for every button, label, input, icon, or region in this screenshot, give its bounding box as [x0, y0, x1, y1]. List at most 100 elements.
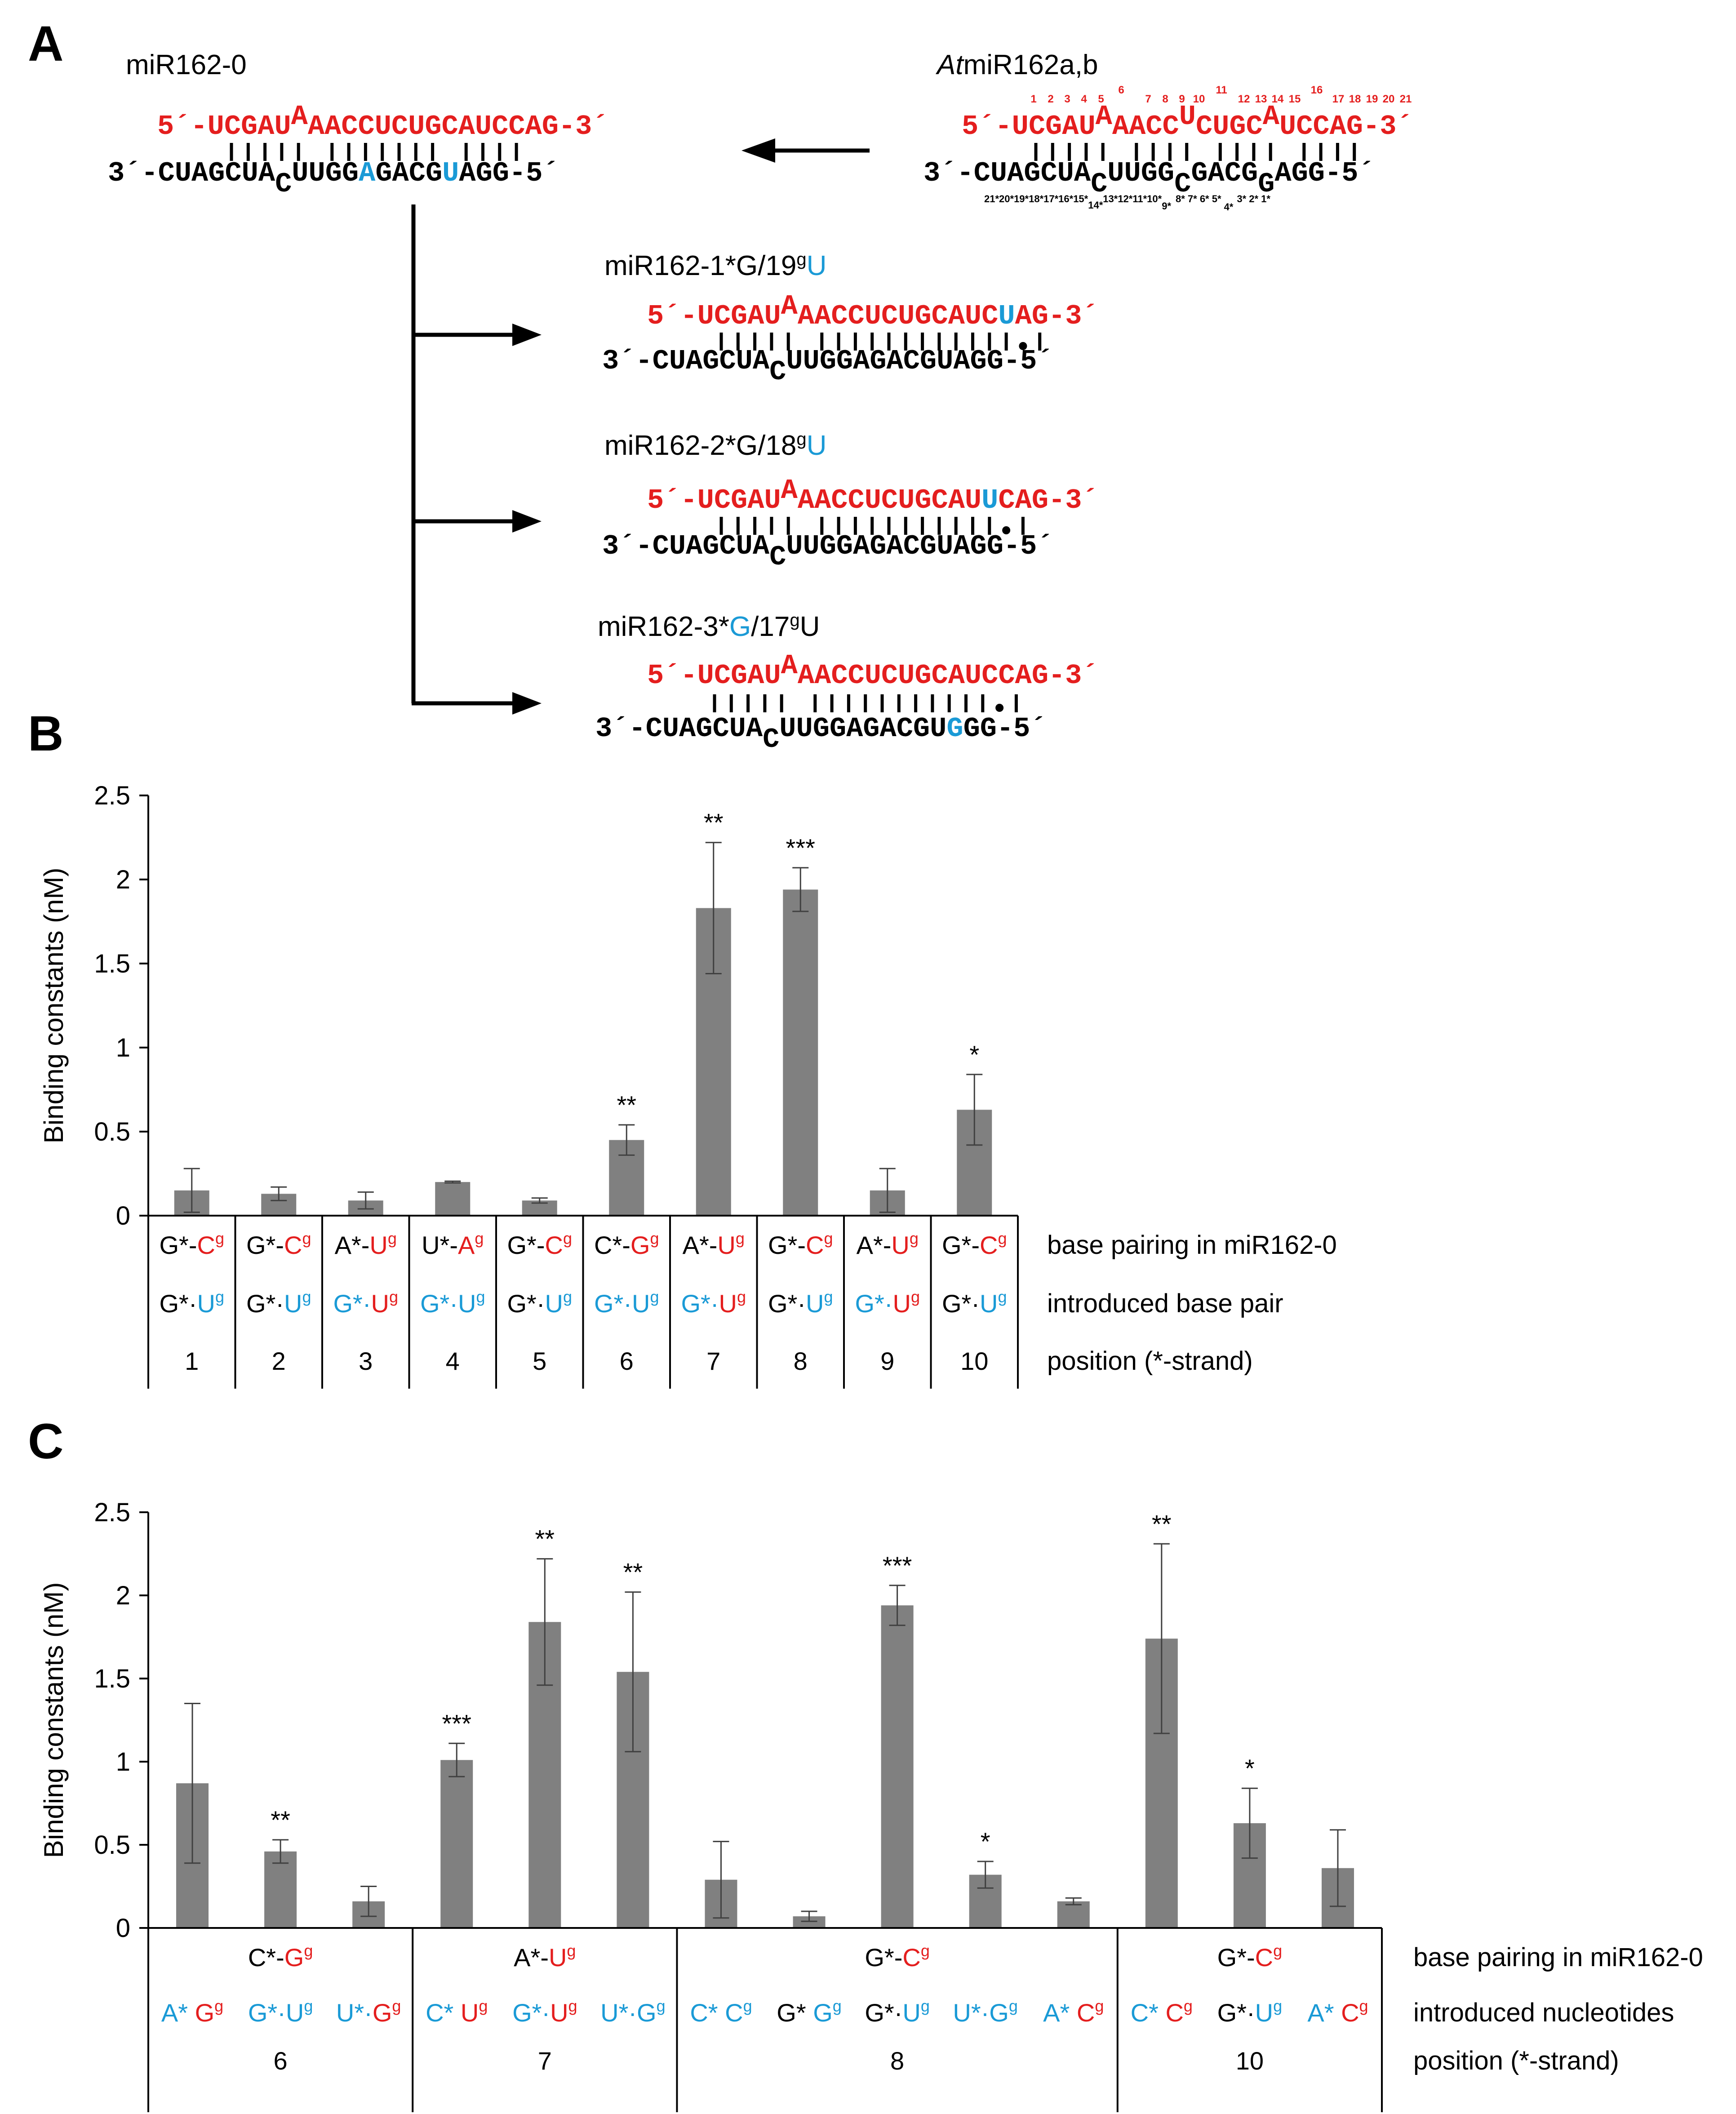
position-number: 7 — [1145, 93, 1151, 105]
position-label: 6 — [274, 2047, 288, 2075]
variant3-top-strand: 5´-UCGAUAAACCUCUGCAUCCAG-3´ — [647, 650, 1099, 692]
y-tick-label: 1 — [116, 1033, 130, 1062]
mir162-0-title: miR162-0 — [126, 49, 247, 80]
table-cell-text: A* Cg — [1043, 1997, 1104, 2027]
y-tick-label: 2 — [116, 1581, 130, 1610]
position-number: 9 — [1179, 93, 1185, 105]
table-cell-text: G*·Ug — [512, 1997, 577, 2027]
position-label: 10 — [1236, 2047, 1264, 2075]
position-number: 21 — [1400, 93, 1412, 105]
table-row-label: base pairing in miR162-0 — [1413, 1943, 1703, 1972]
mir162-0-top-strand: 5´-UCGAUAAACCUCUGCAUCCAG-3´ — [157, 101, 609, 142]
position-number: 4 — [1081, 93, 1087, 105]
table-cell-text: 9 — [880, 1347, 894, 1375]
position-number: 8 — [1162, 93, 1168, 105]
at-mir162-top-strand: 5´-UCGAUAAACCUCUGCAUCCAG-3´ — [962, 101, 1413, 142]
y-tick-label: 2 — [116, 865, 130, 894]
table-cell-text: G*·Ug — [681, 1288, 746, 1318]
y-tick-label: 1.5 — [94, 949, 130, 978]
table-cell-text: A*-Ug — [335, 1229, 397, 1259]
position-number: 2 — [1048, 93, 1053, 105]
position-number: 17 — [1332, 93, 1345, 105]
wobble-pair-dot — [1019, 342, 1027, 350]
table-cell-text: G*-Cg — [507, 1229, 572, 1259]
significance-marker: * — [1245, 1754, 1255, 1782]
significance-marker: *** — [883, 1551, 912, 1580]
variant3-bottom-strand: 3´-CUAGCUACUUGGAGACGUGGG-5´ — [595, 713, 1047, 755]
position-number: 19 — [1366, 93, 1378, 105]
bar — [440, 1760, 473, 1928]
significance-marker: ** — [623, 1558, 643, 1586]
panel-letter-a: A — [28, 16, 63, 71]
table-cell-text: 5 — [533, 1347, 546, 1375]
y-tick-label: 0 — [116, 1914, 130, 1943]
position-number: 3 — [1064, 93, 1070, 105]
table-cell-text: A* Gg — [161, 1997, 223, 2027]
table-cell-text: A*-Ug — [514, 1941, 576, 1972]
bar — [783, 889, 818, 1216]
significance-marker: * — [969, 1040, 979, 1069]
table-cell-text: G*·Ug — [420, 1288, 485, 1318]
y-tick-label: 0.5 — [94, 1830, 130, 1860]
bar — [881, 1605, 914, 1928]
table-row-label: introduced base pair — [1047, 1289, 1283, 1318]
arrow-at-to-mir162-0 — [741, 138, 870, 163]
table-cell-text: C* Ug — [426, 1997, 488, 2027]
variant2-base-pairs — [719, 517, 1025, 535]
y-tick-label: 0 — [116, 1201, 130, 1230]
table-cell-text: G*-Cg — [865, 1941, 929, 1972]
table-cell-text: G*·Ug — [942, 1288, 1007, 1318]
table-cell-text: 7 — [706, 1347, 720, 1375]
table-cell-text: C*-Gg — [594, 1229, 659, 1259]
at-mir162-base-pairs — [1034, 143, 1356, 161]
variant1-bottom-strand: 3´-CUAGCUACUUGGAGACGUAGG-5´ — [602, 345, 1054, 388]
table-cell-text: 10 — [960, 1347, 988, 1375]
table-cell-text: G*-Cg — [246, 1229, 311, 1259]
position-number: 14 — [1272, 93, 1284, 105]
table-cell-text: 4 — [446, 1347, 460, 1375]
table-cell-text: G*·Ug — [160, 1288, 224, 1318]
arrow-tree — [411, 204, 542, 715]
significance-marker: *** — [786, 834, 815, 862]
position-number: 11 — [1216, 84, 1227, 96]
table-cell-text: G*·Ug — [507, 1288, 572, 1318]
table-row-label: position (*-strand) — [1047, 1346, 1253, 1376]
table-cell-text: 8 — [794, 1347, 808, 1375]
significance-marker: * — [981, 1827, 990, 1856]
table-cell-text: G*-Cg — [160, 1229, 224, 1259]
mir162-0-bottom-strand: 3´-CUAGCUACUUGGAGACGUAGG-5´ — [108, 157, 559, 200]
table-row-label: position (*-strand) — [1413, 2046, 1619, 2075]
position-number: 12 — [1238, 93, 1250, 105]
table-cell-text: U*·Gg — [336, 1997, 401, 2027]
wobble-pair-dot — [995, 704, 1004, 712]
y-tick-label: 2.5 — [94, 1498, 130, 1527]
y-tick-label: 1.5 — [94, 1664, 130, 1693]
table-cell-text: G*·Ug — [1217, 1997, 1282, 2027]
at-mir162-title: AtmiR162a,b — [935, 49, 1098, 80]
position-number: 1 — [1030, 93, 1036, 105]
at-mir162-bottom-numbers: 21*20*19*18*17*16*15*14*13*12*11*10*9*8*… — [984, 193, 1270, 213]
significance-marker: ** — [704, 808, 724, 837]
y-tick-label: 1 — [116, 1747, 130, 1776]
y-axis-title: Binding constants (nM) — [39, 1582, 69, 1858]
table-cell-text: G*·Ug — [768, 1288, 833, 1318]
position-number: 15 — [1289, 93, 1301, 105]
mir162-0-base-pairs — [230, 143, 518, 161]
position-label: 8 — [890, 2047, 904, 2075]
variant1-top-strand: 5´-UCGAUAAACCUCUGCAUCUAG-3´ — [647, 290, 1099, 332]
table-cell-text: G*·Ug — [855, 1288, 920, 1318]
significance-marker: ** — [617, 1091, 636, 1119]
variant3-base-pairs — [713, 694, 1018, 712]
table-cell-text: U*·Gg — [600, 1997, 665, 2027]
position-number: 6 — [1118, 84, 1124, 96]
mir162-0-duplex: 5´-UCGAUAAACCUCUGCAUCCAG-3´ 3´-CUAGCUACU… — [108, 101, 609, 200]
significance-marker: ** — [271, 1806, 290, 1834]
significance-marker: ** — [535, 1525, 555, 1553]
significance-marker: *** — [442, 1709, 471, 1737]
at-mir162-bottom-strand: 3´-CUAGCUACUUGGCGACGGAGG-5´ — [923, 157, 1375, 200]
panel-letter-b: B — [28, 706, 63, 761]
variant1-title: miR162-1*G/19gU — [604, 249, 826, 281]
table-row-label: introduced nucleotides — [1413, 1998, 1674, 2027]
